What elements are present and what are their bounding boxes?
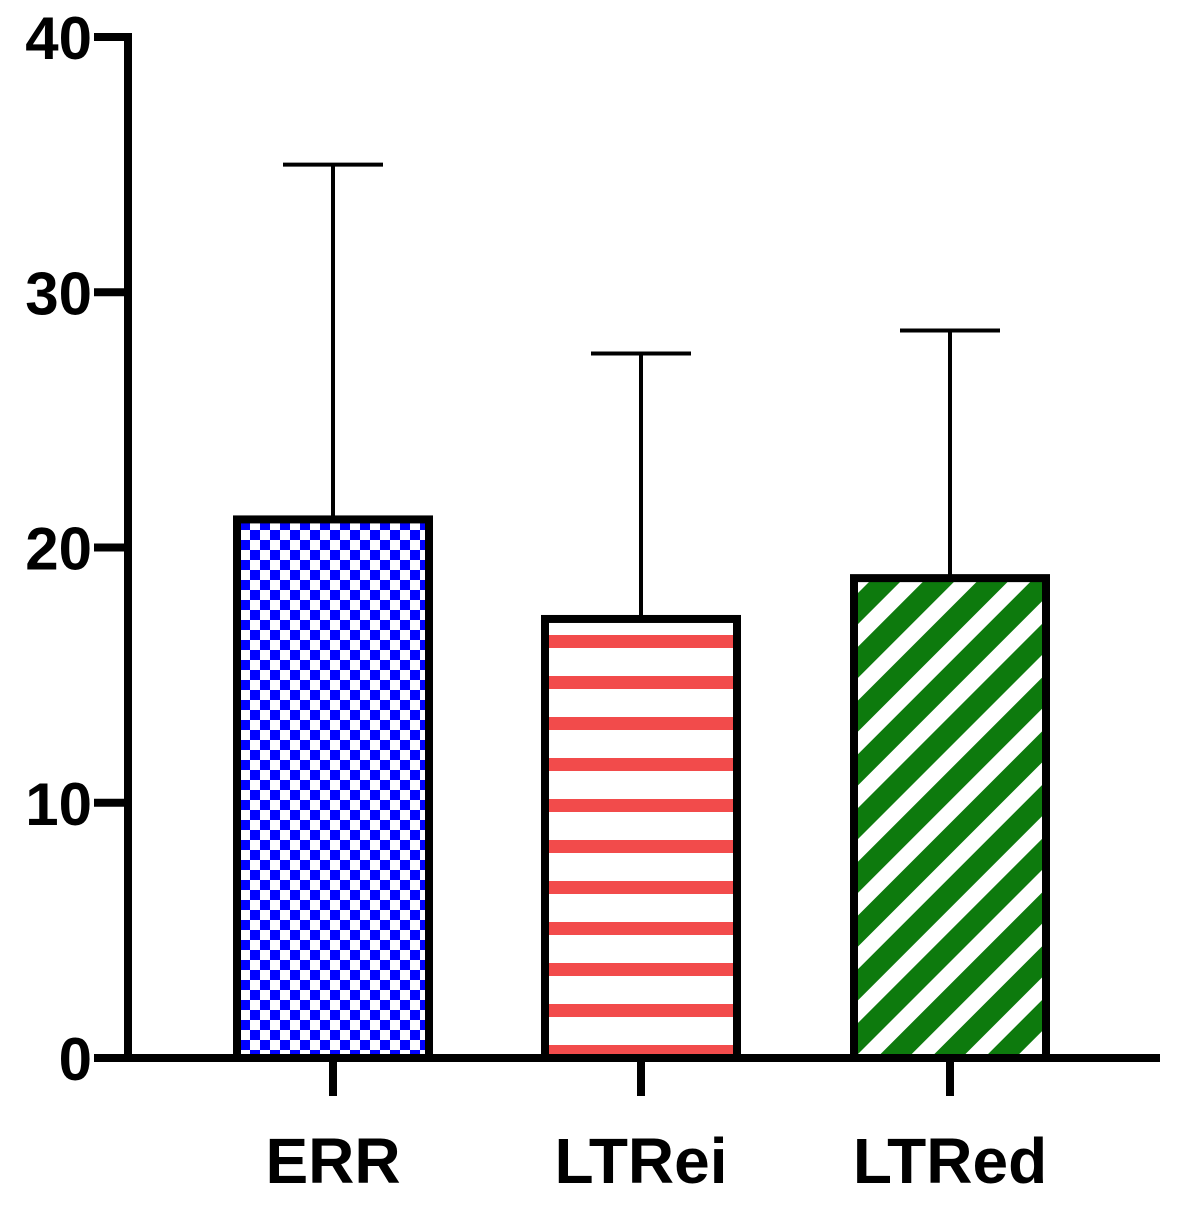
y-tick-label-0: 0 xyxy=(59,1026,92,1093)
x-tick-label-ltrei: LTRei xyxy=(554,1125,727,1197)
error-bars-layer xyxy=(283,162,1000,619)
bar-ltred xyxy=(850,574,1050,1062)
y-tick-label-10: 10 xyxy=(25,771,92,838)
x-tick-label-ltred: LTRed xyxy=(853,1125,1047,1197)
y-tick-label-30: 30 xyxy=(25,260,92,327)
bar-err xyxy=(233,515,433,1062)
axes-layer xyxy=(94,33,1160,1096)
labels-layer: ERR LTRei LTRed 0 10 20 30 40 xyxy=(25,5,1047,1197)
x-tick-label-err: ERR xyxy=(265,1125,400,1197)
y-tick-label-20: 20 xyxy=(25,516,92,583)
bar-ltrei xyxy=(541,614,741,1062)
y-tick-label-40: 40 xyxy=(25,5,92,72)
